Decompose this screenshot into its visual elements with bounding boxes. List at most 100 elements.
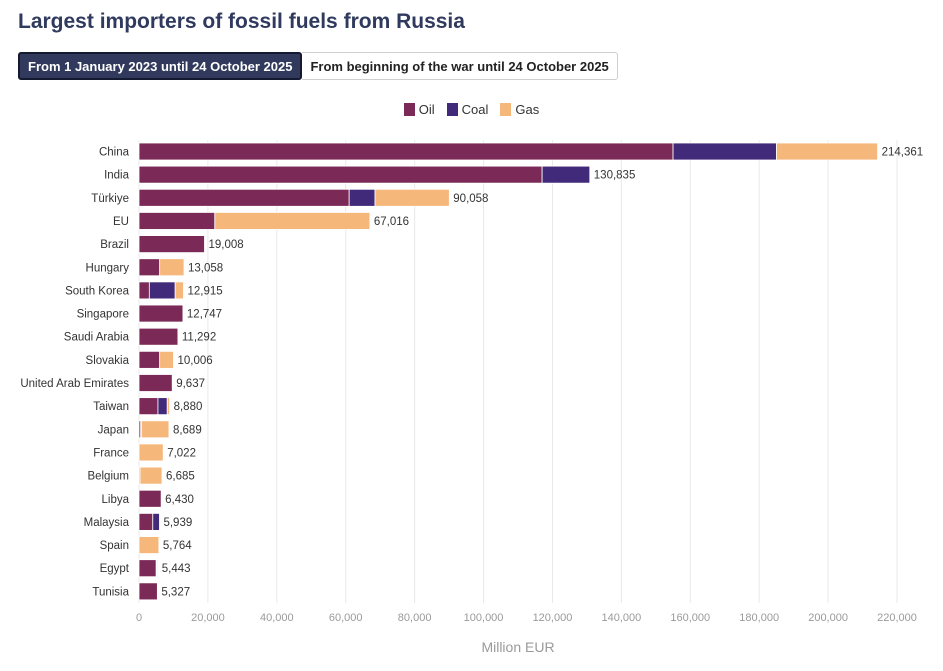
bar-egypt-gas	[156, 559, 159, 578]
category-label: Türkiye	[91, 193, 129, 205]
bar-turkiye-gas	[374, 188, 450, 207]
total-label: 130,835	[594, 170, 636, 182]
bar-belgium-gas	[139, 466, 163, 485]
category-label: Slovakia	[86, 355, 130, 367]
category-label: South Korea	[65, 285, 130, 297]
category-label: Belgium	[87, 471, 129, 483]
bar-turkiye-oil	[138, 188, 350, 207]
bar-united-arab-emirates-oil	[138, 374, 173, 392]
total-label: 11,292	[182, 332, 216, 344]
bar-south-korea-oil	[138, 281, 150, 300]
bar-hungary-oil	[138, 258, 161, 277]
bar-china-gas	[776, 142, 878, 161]
category-label: Japan	[98, 424, 129, 436]
legend-swatch-oil	[403, 103, 415, 116]
category-label: France	[93, 447, 129, 459]
x-tick-label: 160,000	[670, 612, 710, 624]
category-label: Hungary	[86, 262, 130, 274]
bar-taiwan-coal	[157, 397, 168, 416]
total-label: 19,008	[208, 239, 243, 251]
category-label: Brazil	[100, 239, 129, 251]
bar-south-korea-coal	[148, 281, 176, 300]
x-tick-label: 120,000	[533, 612, 573, 624]
category-label: Malaysia	[84, 517, 130, 529]
bar-egypt-oil	[138, 559, 157, 578]
bar-eu-oil	[138, 212, 216, 230]
x-tick-label: 100,000	[464, 612, 504, 624]
total-label: 90,058	[453, 193, 488, 205]
bar-taiwan-gas	[166, 397, 170, 416]
total-label: 214,361	[882, 147, 924, 159]
total-label: 12,915	[187, 285, 222, 297]
total-label: 5,939	[163, 517, 192, 529]
legend-item-coal[interactable]: Coal	[446, 102, 489, 117]
total-label: 7,022	[167, 447, 196, 459]
category-label: India	[104, 170, 130, 182]
total-label: 6,685	[166, 471, 195, 483]
bar-taiwan-oil	[138, 397, 159, 416]
x-axis-title: Million EUR	[481, 639, 554, 655]
total-label: 5,764	[163, 540, 192, 552]
bar-slovakia-gas	[159, 350, 174, 369]
legend-label-gas: Gas	[515, 102, 540, 117]
bar-eu-gas	[214, 212, 371, 230]
category-label: Libya	[102, 494, 130, 506]
x-tick-label: 200,000	[808, 612, 848, 624]
tab-since-war[interactable]: From beginning of the war until 24 Octob…	[302, 52, 618, 80]
bar-malaysia-coal	[152, 513, 160, 531]
x-tick-label: 80,000	[398, 612, 432, 624]
category-label: EU	[113, 216, 129, 228]
bar-tunisia-oil	[138, 582, 158, 601]
bar-malaysia-oil	[138, 513, 154, 531]
total-label: 67,016	[374, 216, 409, 228]
bar-saudi-arabia-oil	[138, 327, 179, 346]
x-tick-label: 60,000	[329, 612, 363, 624]
x-tick-label: 180,000	[739, 612, 779, 624]
total-label: 12,747	[187, 309, 222, 321]
chart-title: Largest importers of fossil fuels from R…	[18, 10, 465, 33]
total-label: 8,880	[174, 401, 203, 413]
total-label: 9,637	[176, 378, 205, 390]
total-label: 13,058	[188, 262, 223, 274]
bar-singapore-oil	[138, 304, 184, 323]
bar-india-coal	[541, 165, 591, 184]
bar-slovakia-oil	[138, 350, 161, 369]
bar-south-korea-gas	[174, 281, 184, 300]
category-label: Singapore	[77, 309, 129, 321]
legend: Oil Coal Gas	[0, 102, 943, 117]
category-label: Spain	[100, 540, 129, 552]
bar-brazil-oil	[138, 235, 205, 254]
legend-label-coal: Coal	[461, 102, 489, 117]
total-label: 10,006	[177, 355, 212, 367]
tab-since-2023[interactable]: From 1 January 2023 until 24 October 202…	[18, 52, 303, 80]
bar-france-gas	[138, 443, 164, 462]
bar-india-oil	[138, 165, 543, 184]
total-label: 5,443	[162, 563, 191, 575]
x-tick-label: 40,000	[260, 612, 294, 624]
x-tick-label: 0	[136, 612, 142, 624]
bar-hungary-gas	[159, 258, 185, 277]
category-label: Taiwan	[93, 401, 129, 413]
total-label: 6,430	[165, 494, 194, 506]
total-label: 5,327	[161, 586, 190, 598]
x-tick-label: 20,000	[191, 612, 225, 624]
category-label: Tunisia	[92, 586, 129, 598]
category-label: Egypt	[100, 563, 130, 575]
x-tick-label: 220,000	[877, 612, 917, 624]
bar-turkiye-coal	[348, 188, 376, 207]
legend-swatch-gas	[500, 103, 512, 116]
legend-item-oil[interactable]: Oil	[403, 102, 435, 117]
bar-spain-gas	[138, 536, 160, 554]
total-label: 8,689	[173, 424, 202, 436]
period-tabs: From 1 January 2023 until 24 October 202…	[18, 52, 618, 80]
x-tick-label: 140,000	[601, 612, 641, 624]
category-label: China	[99, 147, 130, 159]
category-label: United Arab Emirates	[20, 378, 129, 390]
legend-item-gas[interactable]: Gas	[500, 102, 539, 117]
bar-japan-gas	[141, 420, 170, 439]
legend-label-oil: Oil	[418, 102, 435, 117]
category-label: Saudi Arabia	[64, 332, 130, 344]
bar-libya-oil	[138, 489, 162, 508]
legend-swatch-coal	[446, 103, 458, 116]
